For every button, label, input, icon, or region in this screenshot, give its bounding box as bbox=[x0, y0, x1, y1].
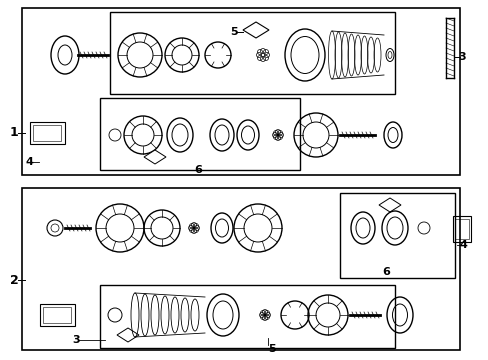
Text: 6: 6 bbox=[381, 267, 389, 277]
Text: 5: 5 bbox=[267, 344, 275, 354]
Bar bbox=[43, 307, 71, 323]
Text: 5: 5 bbox=[229, 27, 237, 37]
Text: 4: 4 bbox=[25, 157, 33, 167]
Bar bbox=[454, 219, 468, 239]
Text: 4: 4 bbox=[459, 240, 467, 250]
Bar bbox=[30, 122, 65, 144]
Bar bbox=[339, 193, 454, 278]
Polygon shape bbox=[143, 150, 165, 164]
Bar bbox=[100, 98, 299, 170]
Text: 3: 3 bbox=[457, 52, 465, 62]
Text: 2: 2 bbox=[10, 274, 19, 287]
Bar bbox=[452, 216, 470, 242]
Text: 6: 6 bbox=[194, 165, 202, 175]
Polygon shape bbox=[243, 22, 268, 38]
Bar bbox=[33, 125, 61, 141]
Text: 1: 1 bbox=[10, 126, 19, 139]
Bar bbox=[40, 304, 75, 326]
Bar bbox=[22, 188, 459, 350]
Text: 3: 3 bbox=[72, 335, 80, 345]
Bar bbox=[110, 12, 394, 94]
Polygon shape bbox=[117, 328, 139, 342]
Bar bbox=[22, 8, 459, 175]
Polygon shape bbox=[378, 198, 400, 212]
Bar bbox=[100, 285, 394, 348]
